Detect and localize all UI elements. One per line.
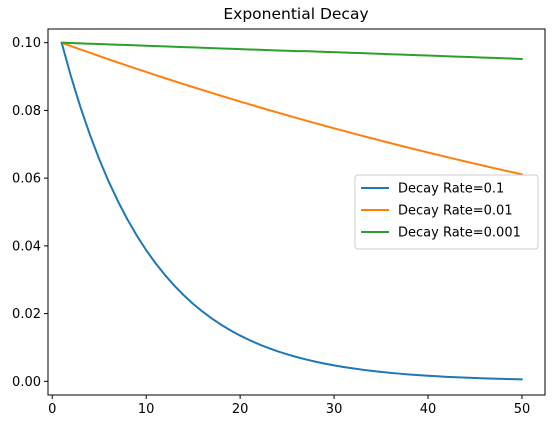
y-tick-label: 0.08 [12,104,41,119]
y-tick-label: 0.06 [12,172,41,187]
series-line-3 [60,41,523,60]
series-line-1 [60,41,523,381]
x-tick-label: 50 [514,402,531,417]
legend-label-2: Decay Rate=0.01 [398,204,513,219]
legend: Decay Rate=0.1 Decay Rate=0.01 Decay Rate=… [354,174,539,250]
x-tick-label: 30 [326,402,343,417]
x-tick-label: 10 [138,402,155,417]
y-tick-label: 0.02 [12,307,41,322]
legend-box [354,174,539,250]
legend-label-3: Decay Rate=0.001 [398,226,521,241]
y-axis: 0.00 0.02 0.04 0.06 0.08 0.10 [12,36,48,390]
y-tick-label: 0.00 [12,375,41,390]
chart-title: Exponential Decay [223,5,368,23]
plot-area [47,28,546,396]
y-tick-label: 0.10 [12,36,41,51]
axes-frame [47,28,546,396]
legend-label-1: Decay Rate=0.1 [398,182,504,197]
y-tick-label: 0.04 [12,239,41,254]
x-axis: 0 10 20 30 40 50 [48,395,530,417]
series-lines [60,41,523,381]
x-tick-label: 20 [232,402,249,417]
x-tick-label: 0 [48,402,56,417]
series-line-2 [60,41,523,176]
x-tick-label: 40 [420,402,437,417]
